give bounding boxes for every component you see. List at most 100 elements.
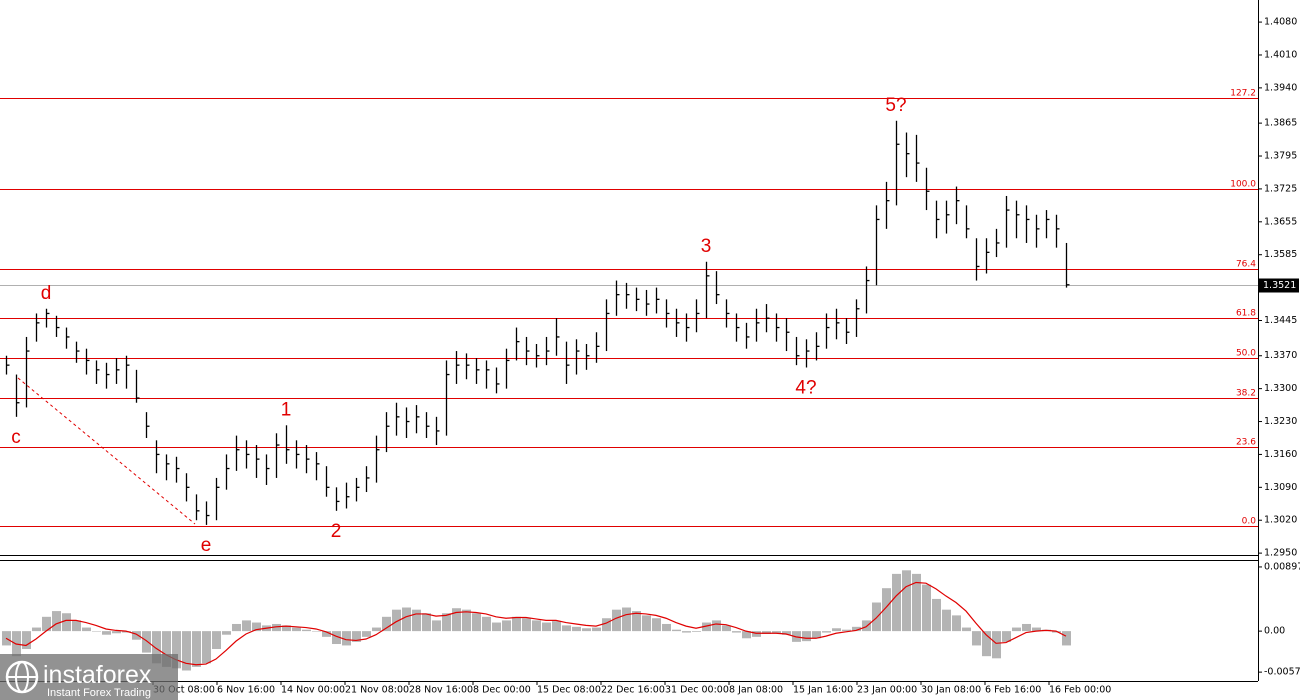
signal-line xyxy=(5,581,1067,666)
x-tick-label: 23 Jan 00:00 xyxy=(857,685,917,696)
histogram-bar xyxy=(692,631,701,632)
histogram-bar xyxy=(522,618,531,632)
y-tick-label: 1.3940 xyxy=(1264,82,1297,93)
histogram-bar xyxy=(402,607,411,632)
fib-label: 0.0 xyxy=(1242,517,1257,527)
histogram-bar xyxy=(52,611,61,632)
histogram-bar xyxy=(352,631,361,642)
wave-label: c xyxy=(11,427,21,448)
histogram-bar xyxy=(72,620,81,632)
histogram-bar xyxy=(612,609,621,632)
histogram-bar xyxy=(532,620,541,632)
histogram-bar xyxy=(232,623,241,632)
histogram-bar xyxy=(452,608,461,632)
histogram-bar xyxy=(432,620,441,632)
histogram-bar xyxy=(662,623,671,632)
wave-label: 3 xyxy=(701,236,712,257)
x-tick-label: 15 Dec 08:00 xyxy=(537,685,601,696)
histogram-bar xyxy=(42,616,51,632)
histogram-bar xyxy=(212,631,221,650)
histogram-bar xyxy=(962,627,971,632)
histogram-bar xyxy=(182,631,191,671)
histogram-bar xyxy=(392,609,401,632)
histogram-bar xyxy=(1002,631,1011,642)
histogram-bar xyxy=(162,631,171,667)
histogram-bar xyxy=(802,631,811,642)
histogram-bar xyxy=(622,607,631,632)
y-tick-label: 1.3725 xyxy=(1264,183,1297,194)
y-tick-label: 1.4080 xyxy=(1264,17,1297,28)
histogram-bar xyxy=(952,615,961,632)
histogram-bar xyxy=(382,616,391,632)
histogram-bar xyxy=(992,631,1001,659)
x-tick-label: 16 Feb 00:00 xyxy=(1049,685,1111,696)
histogram-bar xyxy=(132,631,141,640)
histogram-bar xyxy=(782,631,791,635)
fib-label: 23.6 xyxy=(1236,438,1256,448)
histogram-bar xyxy=(272,623,281,632)
x-tick-label: 21 Nov 08:00 xyxy=(345,685,409,696)
x-tick-label: 28 Nov 16:00 xyxy=(409,685,473,696)
histogram-bar xyxy=(742,631,751,639)
histogram-bar xyxy=(822,631,831,633)
histogram-bar xyxy=(312,631,321,632)
histogram-bar xyxy=(932,598,941,632)
histogram-bar xyxy=(542,622,551,632)
y-tick-label: 1.3865 xyxy=(1264,118,1297,129)
histogram-bar xyxy=(562,625,571,632)
histogram-bar xyxy=(322,631,331,637)
fib-label: 127.2 xyxy=(1230,89,1256,99)
histogram-bar xyxy=(462,609,471,632)
histogram-bar xyxy=(572,626,581,632)
histogram-bar xyxy=(342,631,351,646)
histogram-bar xyxy=(652,618,661,632)
histogram-bar xyxy=(772,631,781,634)
histogram-bar xyxy=(832,628,841,632)
x-tick-label: 22 Dec 16:00 xyxy=(601,685,665,696)
histogram-bar xyxy=(412,609,421,632)
histogram-bar xyxy=(882,588,891,632)
histogram-bar xyxy=(602,618,611,632)
histogram-bar xyxy=(282,625,291,632)
wave-label: e xyxy=(201,535,212,556)
histogram-bar xyxy=(972,631,981,646)
wave-label: 2 xyxy=(331,521,342,542)
x-tick-label: 30 Oct 08:00 xyxy=(153,685,215,696)
brand-name: instaforex xyxy=(43,661,152,689)
histogram-bar xyxy=(112,631,121,634)
histogram-bar xyxy=(762,631,771,634)
histogram-bar xyxy=(892,573,901,632)
y-tick-label: 1.3795 xyxy=(1264,151,1297,162)
histogram-bar xyxy=(92,631,101,632)
histogram-bar xyxy=(202,631,211,664)
histogram-bar xyxy=(682,631,691,633)
plot-layer: 1.4080 1.4010 1.3940 1.3865 1.3795 1.3725 1.36… xyxy=(0,17,1300,696)
histogram-bar xyxy=(922,584,931,632)
histogram-bar xyxy=(102,631,111,635)
wave-label: 4? xyxy=(795,377,816,398)
y-tick-label: 1.3020 xyxy=(1264,515,1297,526)
histogram-bar xyxy=(712,620,721,632)
y-tick-label: 1.3230 xyxy=(1264,416,1297,427)
histogram-bar xyxy=(172,631,181,669)
fib-label: 38.2 xyxy=(1236,389,1256,399)
current-price-label: 1.3521 xyxy=(1263,280,1296,291)
x-tick-label: 14 Nov 00:00 xyxy=(281,685,345,696)
y-tick-label: 1.2950 xyxy=(1264,548,1297,559)
y2-tick-label: -0.00573 xyxy=(1264,667,1300,678)
y-tick-label: 1.3160 xyxy=(1264,449,1297,460)
histogram-bar xyxy=(242,620,251,632)
fib-label: 100.0 xyxy=(1230,180,1256,190)
histogram-bar xyxy=(912,573,921,632)
y-tick-label: 1.4010 xyxy=(1264,49,1297,60)
histogram-bar xyxy=(142,631,151,653)
fib-label: 61.8 xyxy=(1236,309,1256,319)
histogram-bar xyxy=(32,627,41,632)
histogram-bar xyxy=(552,621,561,632)
wave-label: 5? xyxy=(885,95,906,116)
y-tick-label: 1.3585 xyxy=(1264,249,1297,260)
histogram-bar xyxy=(642,615,651,632)
fib-label: 50.0 xyxy=(1236,349,1256,359)
x-tick-label: 8 Dec 00:00 xyxy=(473,685,531,696)
